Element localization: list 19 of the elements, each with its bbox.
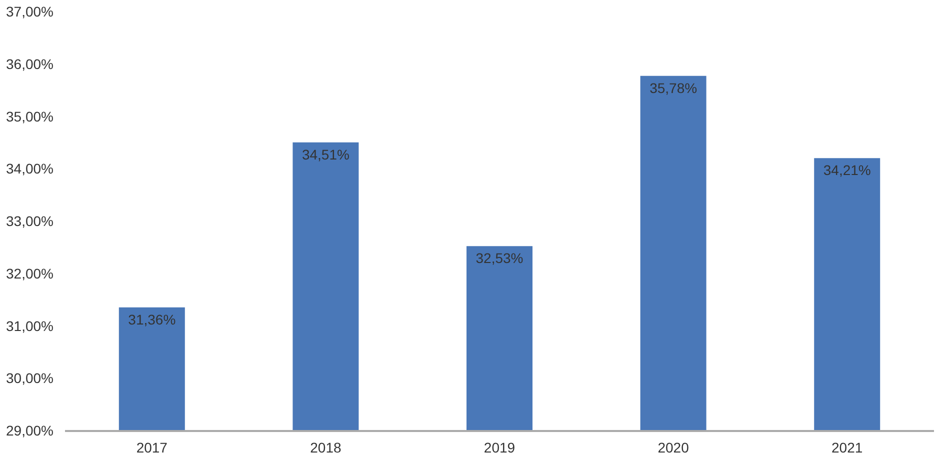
y-tick-label: 35,00% [6, 108, 54, 124]
y-tick-label: 31,00% [6, 318, 54, 334]
y-tick-label: 36,00% [6, 56, 54, 72]
y-tick-label: 30,00% [6, 370, 54, 386]
y-tick-label: 29,00% [6, 422, 54, 438]
data-label: 31,36% [128, 311, 176, 328]
y-tick-label: 32,00% [6, 265, 54, 282]
x-tick-label: 2021 [832, 440, 863, 456]
y-tick-label: 34,00% [6, 160, 54, 177]
y-tick-label: 37,00% [6, 4, 54, 20]
y-tick-label: 33,00% [6, 213, 54, 229]
data-label: 32,53% [476, 250, 524, 266]
data-label: 34,51% [302, 146, 350, 162]
data-label: 35,78% [650, 80, 698, 96]
x-tick-label: 2020 [658, 440, 690, 456]
x-tick-label: 2017 [136, 440, 168, 456]
x-tick-label: 2018 [310, 440, 342, 456]
data-label: 34,21% [823, 162, 871, 178]
x-tick-label: 2019 [484, 440, 516, 456]
